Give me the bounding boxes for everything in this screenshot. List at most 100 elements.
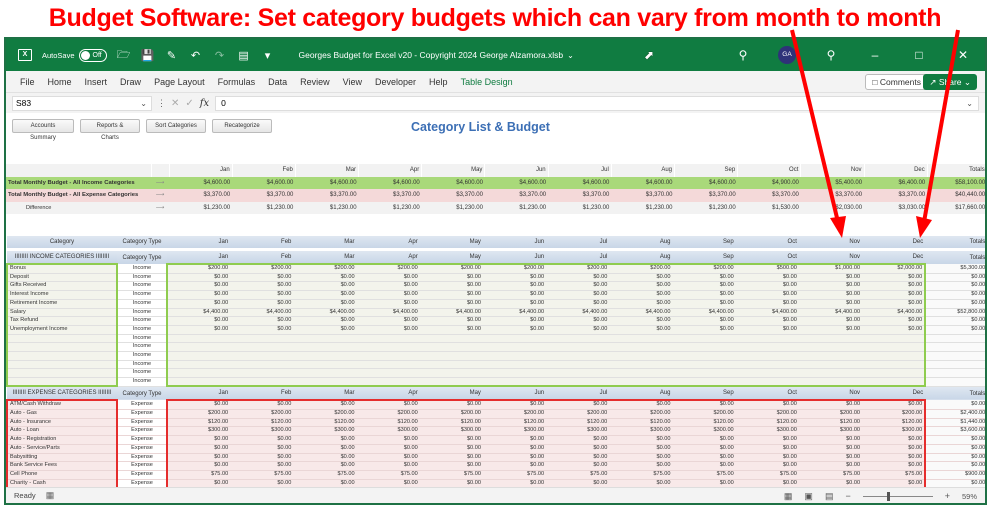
sort-categories-button[interactable]: Sort Categories bbox=[146, 119, 206, 133]
budget-cell[interactable]: $0.00 bbox=[419, 290, 483, 300]
summary-cell[interactable]: $1,230.00 bbox=[674, 201, 738, 214]
budget-cell[interactable]: $0.00 bbox=[230, 281, 294, 292]
budget-cell[interactable] bbox=[862, 360, 927, 370]
budget-cell[interactable] bbox=[419, 334, 483, 344]
budget-cell[interactable]: $0.00 bbox=[609, 316, 673, 326]
budget-cell[interactable]: $200.00 bbox=[293, 409, 357, 419]
budget-cell[interactable]: $0.00 bbox=[862, 281, 927, 292]
budget-cell[interactable] bbox=[862, 377, 927, 388]
budget-cell[interactable]: $120.00 bbox=[419, 418, 483, 428]
budget-cell[interactable] bbox=[609, 334, 673, 344]
share-button[interactable]: ↗ Share ⌄ bbox=[923, 74, 977, 90]
category-name[interactable]: Bonus bbox=[6, 262, 118, 274]
budget-cell[interactable] bbox=[546, 377, 610, 388]
tab-home[interactable]: Home bbox=[47, 76, 72, 87]
category-type[interactable]: Income bbox=[117, 334, 167, 344]
budget-cell[interactable]: $120.00 bbox=[798, 418, 863, 428]
summary-cell[interactable]: $3,370.00 bbox=[864, 189, 928, 202]
budget-cell[interactable]: $0.00 bbox=[230, 444, 294, 454]
category-type[interactable]: Income bbox=[117, 316, 167, 326]
budget-cell[interactable]: $0.00 bbox=[862, 461, 927, 471]
budget-cell[interactable]: $4,400.00 bbox=[798, 308, 863, 318]
reports-charts-button[interactable]: Reports & Charts bbox=[80, 119, 140, 141]
budget-cell[interactable] bbox=[798, 360, 863, 370]
category-name[interactable]: Gifts Received bbox=[6, 281, 118, 292]
budget-cell[interactable]: $0.00 bbox=[293, 444, 357, 454]
budget-cell[interactable]: $0.00 bbox=[546, 453, 610, 463]
summary-cell[interactable]: $3,370.00 bbox=[358, 189, 422, 202]
budget-cell[interactable]: $0.00 bbox=[798, 444, 863, 454]
budget-cell[interactable] bbox=[735, 351, 799, 361]
budget-cell[interactable]: $4,400.00 bbox=[862, 308, 927, 318]
budget-cell[interactable]: $300.00 bbox=[672, 426, 736, 437]
budget-cell[interactable]: $0.00 bbox=[356, 435, 420, 445]
budget-cell[interactable]: $120.00 bbox=[609, 418, 673, 428]
budget-cell[interactable]: $0.00 bbox=[165, 453, 231, 463]
budget-cell[interactable]: $0.00 bbox=[672, 273, 736, 283]
budget-cell[interactable]: $0.00 bbox=[356, 453, 420, 463]
tab-view[interactable]: View bbox=[342, 76, 363, 87]
budget-cell[interactable]: $200.00 bbox=[672, 409, 736, 419]
budget-cell[interactable] bbox=[165, 368, 231, 379]
recategorize-button[interactable]: Recategorize bbox=[212, 119, 272, 133]
budget-cell[interactable]: $0.00 bbox=[672, 461, 736, 471]
budget-cell[interactable]: $0.00 bbox=[356, 290, 420, 300]
budget-cell[interactable]: $0.00 bbox=[293, 316, 357, 326]
budget-cell[interactable]: $0.00 bbox=[546, 281, 610, 292]
tab-review[interactable]: Review bbox=[300, 76, 330, 87]
budget-cell[interactable]: $200.00 bbox=[482, 262, 547, 274]
budget-cell[interactable] bbox=[546, 368, 610, 379]
budget-cell[interactable]: $0.00 bbox=[798, 399, 863, 411]
budget-cell[interactable]: $0.00 bbox=[165, 479, 231, 487]
summary-cell[interactable]: $1,230.00 bbox=[484, 201, 549, 214]
summary-cell[interactable]: $1,230.00 bbox=[548, 201, 612, 214]
category-type[interactable]: Expense bbox=[117, 444, 167, 454]
title-chevron-icon[interactable]: ⌄ bbox=[567, 50, 574, 60]
accounts-summary-button[interactable]: Accounts Summary bbox=[12, 119, 74, 141]
budget-cell[interactable]: $300.00 bbox=[798, 426, 863, 437]
budget-cell[interactable]: $75.00 bbox=[798, 470, 863, 480]
budget-cell[interactable]: $0.00 bbox=[165, 316, 231, 326]
budget-cell[interactable]: $0.00 bbox=[482, 273, 547, 283]
budget-cell[interactable] bbox=[862, 368, 927, 379]
save-icon[interactable]: 💾 bbox=[140, 49, 155, 62]
month-header[interactable]: Dec bbox=[862, 236, 926, 248]
budget-cell[interactable] bbox=[672, 360, 736, 370]
budget-cell[interactable]: $200.00 bbox=[609, 409, 673, 419]
budget-cell[interactable]: $0.00 bbox=[862, 325, 927, 335]
zoom-in-icon[interactable]: + bbox=[944, 491, 950, 501]
category-name[interactable] bbox=[6, 368, 118, 379]
budget-cell[interactable]: $75.00 bbox=[419, 470, 483, 480]
category-type[interactable]: Income bbox=[117, 342, 167, 353]
document-title[interactable]: Georges Budget for Excel v20 - Copyright… bbox=[298, 50, 564, 60]
budget-cell[interactable] bbox=[230, 360, 294, 370]
budget-cell[interactable]: $0.00 bbox=[230, 479, 294, 487]
budget-cell[interactable]: $0.00 bbox=[735, 399, 799, 411]
budget-cell[interactable] bbox=[230, 334, 294, 344]
budget-cell[interactable]: $0.00 bbox=[482, 444, 547, 454]
budget-cell[interactable] bbox=[546, 342, 610, 353]
budget-cell[interactable]: $200.00 bbox=[165, 409, 231, 419]
close-icon[interactable]: ✕ bbox=[957, 48, 969, 62]
budget-cell[interactable]: $0.00 bbox=[609, 444, 673, 454]
maximize-icon[interactable]: □ bbox=[915, 48, 923, 62]
budget-cell[interactable]: $0.00 bbox=[230, 325, 294, 335]
summary-cell[interactable]: $1,230.00 bbox=[169, 201, 233, 214]
budget-cell[interactable]: $0.00 bbox=[862, 444, 927, 454]
budget-cell[interactable]: $0.00 bbox=[735, 325, 799, 335]
budget-cell[interactable]: $0.00 bbox=[419, 316, 483, 326]
budget-cell[interactable] bbox=[862, 351, 927, 361]
budget-cell[interactable]: $0.00 bbox=[482, 316, 547, 326]
budget-cell[interactable]: $0.00 bbox=[546, 273, 610, 283]
summary-cell[interactable]: $3,370.00 bbox=[295, 189, 359, 202]
budget-cell[interactable]: $0.00 bbox=[482, 479, 547, 487]
lightbulb-icon[interactable]: ⚲ bbox=[826, 48, 836, 62]
budget-cell[interactable]: $0.00 bbox=[230, 453, 294, 463]
budget-cell[interactable] bbox=[798, 351, 863, 361]
budget-cell[interactable] bbox=[356, 351, 420, 361]
category-type[interactable]: Expense bbox=[117, 426, 167, 437]
normal-view-icon[interactable]: ▦ bbox=[783, 490, 793, 501]
budget-cell[interactable]: $300.00 bbox=[165, 426, 231, 437]
page-layout-view-icon[interactable]: ▣ bbox=[804, 490, 813, 501]
budget-cell[interactable] bbox=[735, 334, 799, 344]
